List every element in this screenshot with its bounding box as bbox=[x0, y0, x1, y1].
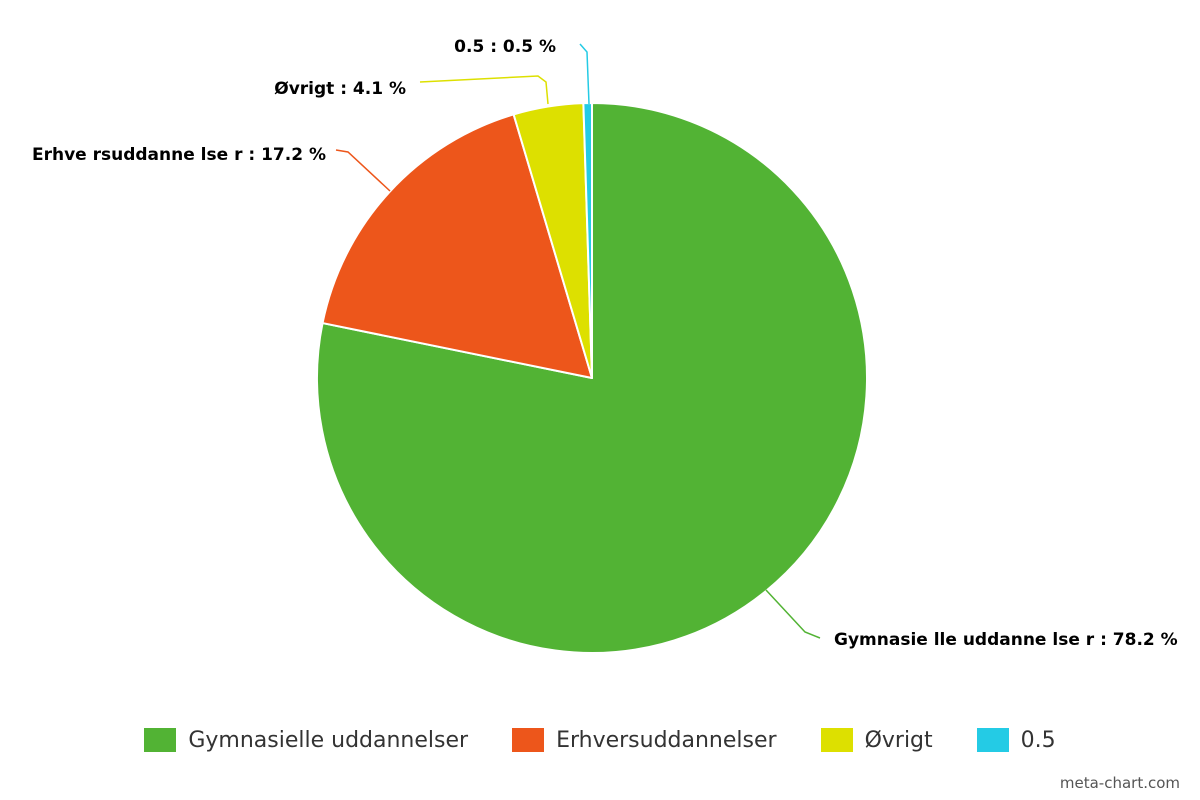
label-connectors bbox=[335, 43, 821, 639]
pie-slice-4[interactable] bbox=[582, 102, 593, 379]
pie-slice-2[interactable] bbox=[321, 113, 593, 379]
slice-labels: Gymnasie lle uddanne lse r : 78.2 % Erhve… bbox=[32, 37, 1178, 650]
label-connector-3 bbox=[419, 75, 549, 105]
legend-label: Øvrigt bbox=[864, 727, 933, 753]
legend-swatch bbox=[512, 728, 545, 752]
label-connector-1 bbox=[765, 589, 821, 639]
legend-item-gymnasielle[interactable]: Gymnasielle uddannelser bbox=[144, 728, 468, 753]
legend-label: Erhversuddannelser bbox=[556, 727, 777, 753]
label-gymnasielle: Gymnasie lle uddanne lse r : 78.2 % bbox=[834, 630, 1178, 650]
legend-item-erhverv[interactable]: Erhversuddannelser bbox=[512, 728, 777, 753]
legend-item-05[interactable]: 0.5 bbox=[976, 727, 1056, 753]
label-ovrigt: Øvrigt : 4.1 % bbox=[274, 79, 406, 99]
legend-label: Gymnasielle uddannelser bbox=[188, 727, 469, 753]
legend-item-ovrigt[interactable]: Øvrigt bbox=[820, 727, 933, 753]
pie-slices bbox=[316, 102, 868, 654]
legend: Gymnasielle uddannelser Erhversuddannels… bbox=[0, 722, 1200, 758]
legend-label: 0.5 bbox=[1020, 727, 1056, 753]
label-connector-2 bbox=[335, 149, 391, 192]
label-05: 0.5 : 0.5 % bbox=[454, 37, 556, 57]
label-erhverv: Erhve rsuddanne lse r : 17.2 % bbox=[32, 145, 326, 165]
legend-swatch bbox=[820, 728, 853, 752]
legend-swatch bbox=[144, 728, 177, 752]
legend-swatch bbox=[976, 728, 1009, 752]
label-connector-4 bbox=[579, 43, 590, 105]
credit-text[interactable]: meta-chart.com bbox=[1059, 774, 1180, 792]
